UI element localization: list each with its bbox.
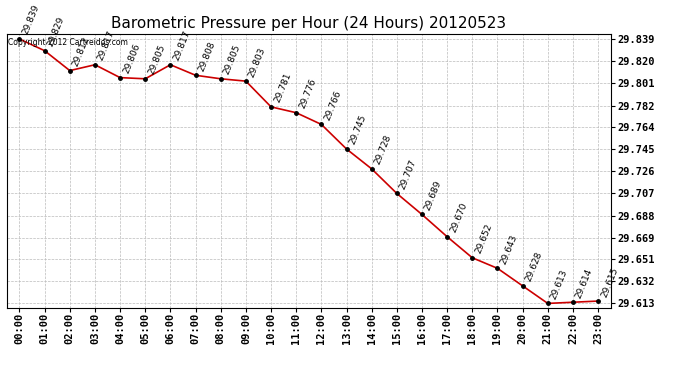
Text: 29.808: 29.808 bbox=[197, 40, 217, 72]
Text: 29.812: 29.812 bbox=[71, 35, 91, 68]
Text: 29.728: 29.728 bbox=[373, 134, 393, 166]
Text: 29.628: 29.628 bbox=[524, 251, 544, 283]
Text: 29.805: 29.805 bbox=[147, 44, 167, 76]
Text: 29.613: 29.613 bbox=[549, 268, 569, 301]
Text: 29.803: 29.803 bbox=[247, 46, 268, 78]
Text: Copyright 2012 Cartreidos.com: Copyright 2012 Cartreidos.com bbox=[8, 38, 128, 47]
Text: 29.776: 29.776 bbox=[297, 77, 317, 110]
Text: 29.652: 29.652 bbox=[473, 222, 494, 255]
Text: 29.806: 29.806 bbox=[121, 42, 141, 75]
Text: 29.643: 29.643 bbox=[499, 233, 519, 266]
Text: 29.670: 29.670 bbox=[448, 201, 469, 234]
Text: 29.614: 29.614 bbox=[574, 267, 594, 300]
Text: 29.745: 29.745 bbox=[348, 114, 368, 146]
Text: 29.829: 29.829 bbox=[46, 15, 66, 48]
Text: 29.766: 29.766 bbox=[323, 89, 343, 122]
Text: 29.817: 29.817 bbox=[97, 29, 117, 62]
Text: 29.689: 29.689 bbox=[424, 179, 444, 212]
Text: 29.707: 29.707 bbox=[398, 158, 418, 190]
Text: 29.615: 29.615 bbox=[600, 266, 620, 298]
Text: 29.781: 29.781 bbox=[273, 72, 293, 104]
Text: 29.817: 29.817 bbox=[172, 29, 192, 62]
Title: Barometric Pressure per Hour (24 Hours) 20120523: Barometric Pressure per Hour (24 Hours) … bbox=[111, 16, 506, 31]
Text: 29.839: 29.839 bbox=[21, 4, 41, 36]
Text: 29.805: 29.805 bbox=[222, 44, 242, 76]
